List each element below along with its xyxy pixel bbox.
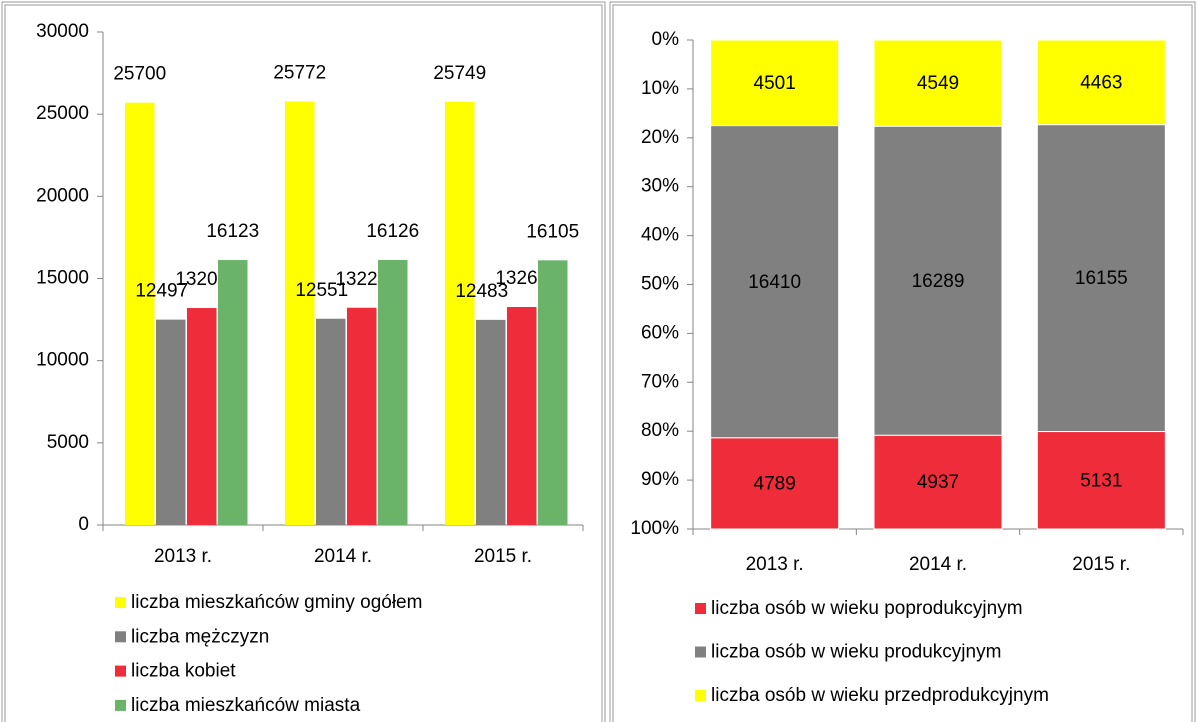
bar-segment (710, 437, 840, 530)
bar (316, 318, 346, 525)
bar (125, 102, 155, 525)
data-label: 4789 (754, 473, 796, 494)
bar-segment (710, 39, 840, 127)
bar (187, 308, 217, 525)
legend-swatch (115, 665, 126, 677)
data-label: 16410 (748, 272, 801, 293)
data-label: 13266 (495, 268, 548, 289)
data-label: 12497 (135, 281, 188, 302)
data-label: 4501 (754, 73, 796, 94)
x-tick-label: 2014 r. (909, 554, 967, 575)
y-tick-label: 100% (630, 518, 679, 539)
data-label: 12551 (295, 280, 348, 301)
bar (538, 260, 568, 525)
bar (378, 259, 408, 525)
y-tick-label: 20% (641, 127, 679, 148)
y-tick-label: 70% (641, 371, 679, 392)
bar-segment (1036, 431, 1166, 530)
bar (218, 260, 248, 525)
panel-border (1, 1, 606, 722)
x-tick-label: 2015 r. (474, 546, 532, 567)
legend-swatch (115, 699, 126, 711)
data-label: 4463 (1080, 72, 1122, 93)
legend-swatch (695, 646, 706, 658)
bar (507, 306, 537, 525)
data-label: 16155 (1075, 268, 1128, 289)
y-tick-label: 20000 (36, 185, 89, 206)
data-label: 16105 (526, 221, 579, 242)
legend-swatch (695, 603, 706, 614)
y-tick-label: 15000 (36, 268, 89, 289)
y-tick-label: 60% (641, 322, 679, 343)
bar (285, 101, 315, 525)
bar-segment (1036, 124, 1166, 433)
data-label: 25700 (113, 64, 166, 85)
data-label: 16126 (366, 221, 419, 242)
legend-swatch (695, 690, 706, 701)
x-tick-label: 2015 r. (1072, 554, 1130, 575)
legend-label: liczba mieszkańców gminy ogółem (131, 592, 422, 613)
y-tick-label: 30% (641, 176, 679, 197)
panel-border (4, 4, 603, 722)
x-tick-label: 2014 r. (314, 546, 372, 567)
y-tick-label: 5000 (47, 432, 89, 453)
y-tick-label: 80% (641, 420, 679, 441)
data-label: 16289 (912, 271, 965, 292)
y-tick-label: 10% (641, 78, 679, 99)
y-tick-label: 50% (641, 274, 679, 295)
data-label: 16123 (206, 221, 259, 242)
data-label: 13221 (335, 269, 388, 290)
legend-label: liczba mężczyzn (131, 626, 269, 647)
bar-segment (710, 125, 840, 439)
bar-segment (873, 125, 1003, 436)
y-tick-label: 0% (652, 29, 680, 50)
y-tick-label: 40% (641, 225, 679, 246)
legend-label: liczba osób w wieku produkcyjnym (711, 642, 1001, 663)
data-label: 25772 (273, 62, 326, 83)
legend-label: liczba osób w wieku przedprodukcyjnym (711, 685, 1049, 706)
bar (156, 319, 186, 525)
y-tick-label: 30000 (36, 21, 89, 42)
data-label: 13203 (175, 269, 228, 290)
legend-swatch (115, 631, 126, 643)
bar-segment (873, 39, 1003, 127)
bar (445, 101, 475, 526)
panel-border (612, 4, 1193, 722)
panel-border (609, 1, 1196, 722)
legend-label: liczba osób w wieku poprodukcyjnym (711, 598, 1023, 619)
data-label: 4549 (917, 73, 959, 94)
legend-label: liczba kobiet (131, 661, 236, 682)
data-label: 12483 (455, 281, 508, 302)
legend-label: liczba mieszkańców miasta (131, 695, 361, 716)
y-tick-label: 10000 (36, 350, 89, 371)
x-tick-label: 2013 r. (746, 554, 804, 575)
bar-segment (1036, 39, 1166, 126)
y-tick-label: 90% (641, 469, 679, 490)
y-tick-label: 0 (78, 514, 89, 535)
legend-swatch (115, 597, 126, 608)
y-tick-label: 25000 (36, 103, 89, 124)
x-tick-label: 2013 r. (154, 546, 212, 567)
bar (476, 319, 506, 525)
bar-segment (873, 434, 1003, 530)
bar (347, 307, 377, 525)
data-label: 4937 (917, 472, 959, 493)
data-label: 5131 (1080, 470, 1122, 491)
data-label: 25749 (433, 63, 486, 84)
